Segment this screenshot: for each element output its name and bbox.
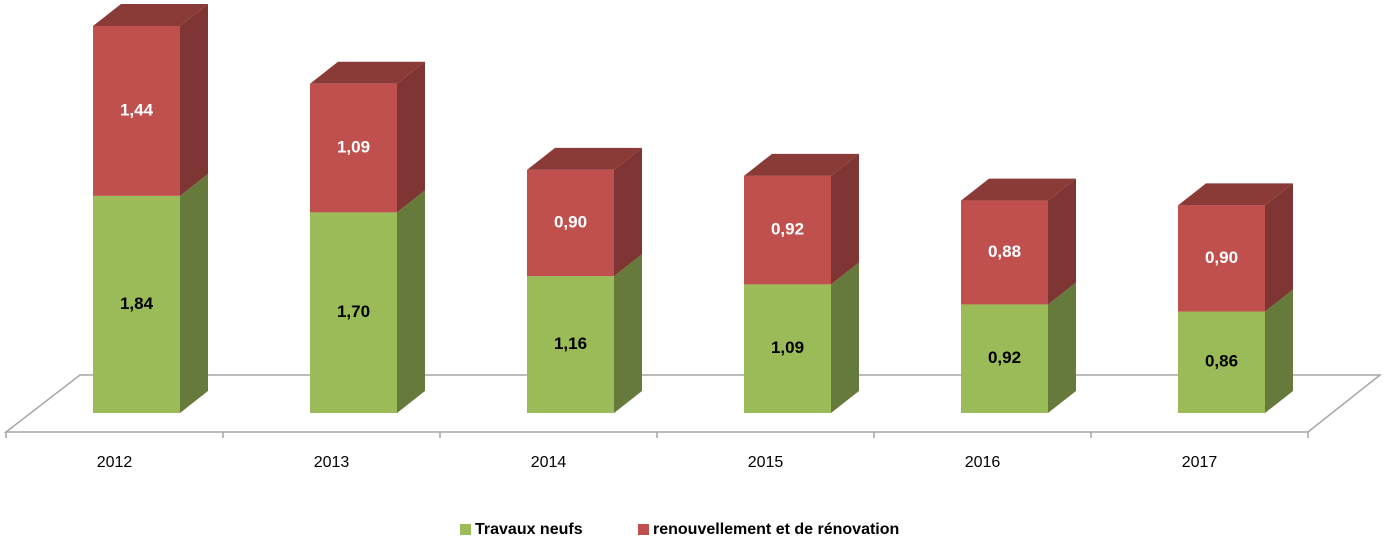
bar-front bbox=[310, 83, 397, 213]
bar-side bbox=[180, 173, 208, 413]
bar-segment bbox=[93, 3, 208, 196]
bar-segment bbox=[744, 153, 859, 285]
bar-front bbox=[961, 200, 1048, 305]
bar-segment bbox=[310, 61, 425, 213]
bar-segment bbox=[527, 147, 642, 277]
bar-side bbox=[180, 3, 208, 196]
data-label: 0,92 bbox=[988, 348, 1021, 367]
bar-segment bbox=[93, 173, 208, 413]
bar-top bbox=[93, 3, 208, 26]
bar-front bbox=[310, 212, 397, 413]
bar-top bbox=[527, 147, 642, 170]
bar-segment bbox=[527, 254, 642, 413]
x-tick-label: 2017 bbox=[1182, 454, 1218, 471]
data-label: 0,90 bbox=[1205, 248, 1238, 267]
bar-side bbox=[831, 262, 859, 413]
bar-side bbox=[1048, 178, 1076, 305]
data-label: 0,86 bbox=[1205, 352, 1238, 371]
bar-front bbox=[961, 304, 1048, 413]
bar-top bbox=[310, 61, 425, 84]
bar-segment bbox=[961, 282, 1076, 413]
bar-side bbox=[1048, 282, 1076, 413]
bar-segment bbox=[1178, 289, 1293, 413]
bar-side bbox=[1265, 183, 1293, 312]
data-label: 1,09 bbox=[337, 138, 370, 157]
bar-front bbox=[1178, 205, 1265, 312]
bar-side bbox=[614, 254, 642, 413]
legend-swatch bbox=[460, 524, 471, 535]
data-label: 1,70 bbox=[337, 302, 370, 321]
bar-front bbox=[744, 284, 831, 413]
floor bbox=[3, 374, 1383, 433]
bar-front bbox=[527, 276, 614, 413]
bar-segment bbox=[1178, 183, 1293, 312]
x-tick-label: 2016 bbox=[965, 454, 1001, 471]
bar-side bbox=[1265, 289, 1293, 413]
legend-swatch bbox=[638, 524, 649, 535]
bar-segment bbox=[961, 178, 1076, 305]
bar-side bbox=[831, 153, 859, 285]
bar-top bbox=[961, 178, 1076, 201]
bar-side bbox=[397, 190, 425, 413]
x-tick-label: 2012 bbox=[97, 454, 133, 471]
bar-front bbox=[93, 25, 180, 196]
data-label: 1,44 bbox=[120, 100, 154, 119]
bar-top bbox=[744, 153, 859, 176]
data-label: 1,84 bbox=[120, 294, 154, 313]
data-label: 1,16 bbox=[554, 334, 587, 353]
legend-label: renouvellement et de rénovation bbox=[653, 521, 899, 538]
data-label: 0,88 bbox=[988, 242, 1021, 261]
x-tick-label: 2013 bbox=[314, 454, 350, 471]
bar-segment bbox=[744, 262, 859, 413]
data-label: 1,09 bbox=[771, 338, 804, 357]
bar-side bbox=[397, 61, 425, 213]
bar-front bbox=[744, 175, 831, 285]
data-label: 0,90 bbox=[554, 213, 587, 232]
data-label: 0,92 bbox=[771, 220, 804, 239]
bar-side bbox=[614, 147, 642, 277]
bar-front bbox=[1178, 311, 1265, 413]
x-tick-label: 2014 bbox=[531, 454, 567, 471]
bar-front bbox=[527, 169, 614, 277]
bar-top bbox=[1178, 183, 1293, 206]
legend-label: Travaux neufs bbox=[475, 521, 583, 538]
x-tick-label: 2015 bbox=[748, 454, 784, 471]
bar-segment bbox=[310, 190, 425, 413]
bar-front bbox=[93, 195, 180, 413]
